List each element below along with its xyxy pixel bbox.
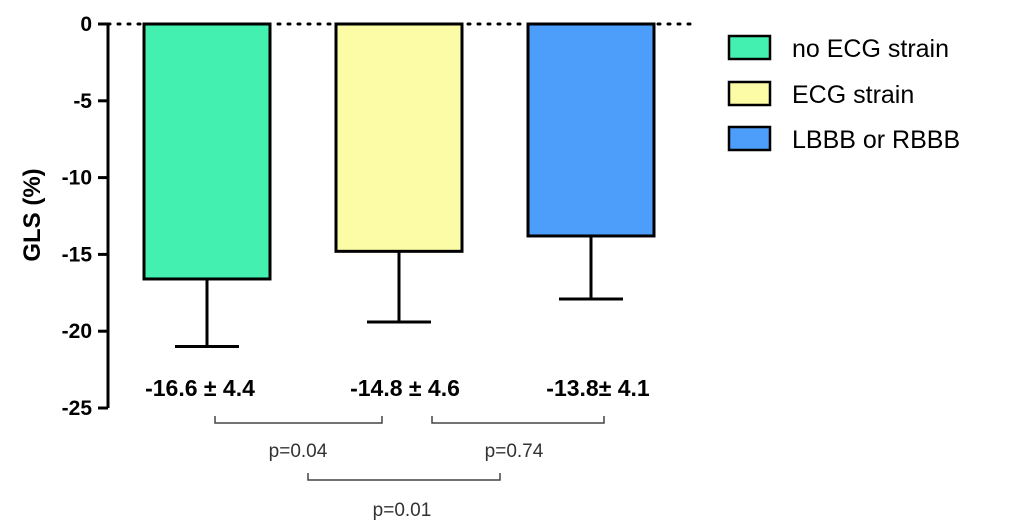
bar-1: [142, 22, 272, 281]
y-tick-label: -5: [73, 90, 92, 113]
significance-bracket: [431, 416, 605, 424]
legend-swatch: [727, 80, 772, 107]
y-tick-label: -20: [62, 320, 92, 343]
significance-bracket: [307, 473, 501, 481]
bar-3: [526, 22, 656, 238]
p-value-label: p=0.01: [373, 500, 432, 521]
legend-swatch: [727, 34, 772, 61]
legend-label: LBBB or RBBB: [792, 126, 960, 154]
p-value-label: p=0.74: [485, 441, 544, 462]
y-tick-label: -25: [62, 397, 93, 420]
bar-2: [334, 22, 464, 253]
y-axis-label: GLS (%): [19, 168, 46, 261]
data-label: -16.6 ± 4.4: [145, 375, 255, 401]
legend-label: ECG strain: [792, 81, 914, 109]
legend-swatch: [727, 125, 772, 152]
y-tick-label: -10: [62, 167, 92, 190]
significance-bracket: [214, 416, 383, 424]
y-tick-label: -15: [62, 243, 93, 266]
p-value-label: p=0.04: [269, 441, 328, 462]
data-label: -14.8 ± 4.6: [350, 375, 460, 401]
legend-label: no ECG strain: [792, 35, 949, 63]
data-label: -13.8± 4.1: [546, 375, 650, 401]
y-tick-label: 0: [80, 13, 92, 36]
